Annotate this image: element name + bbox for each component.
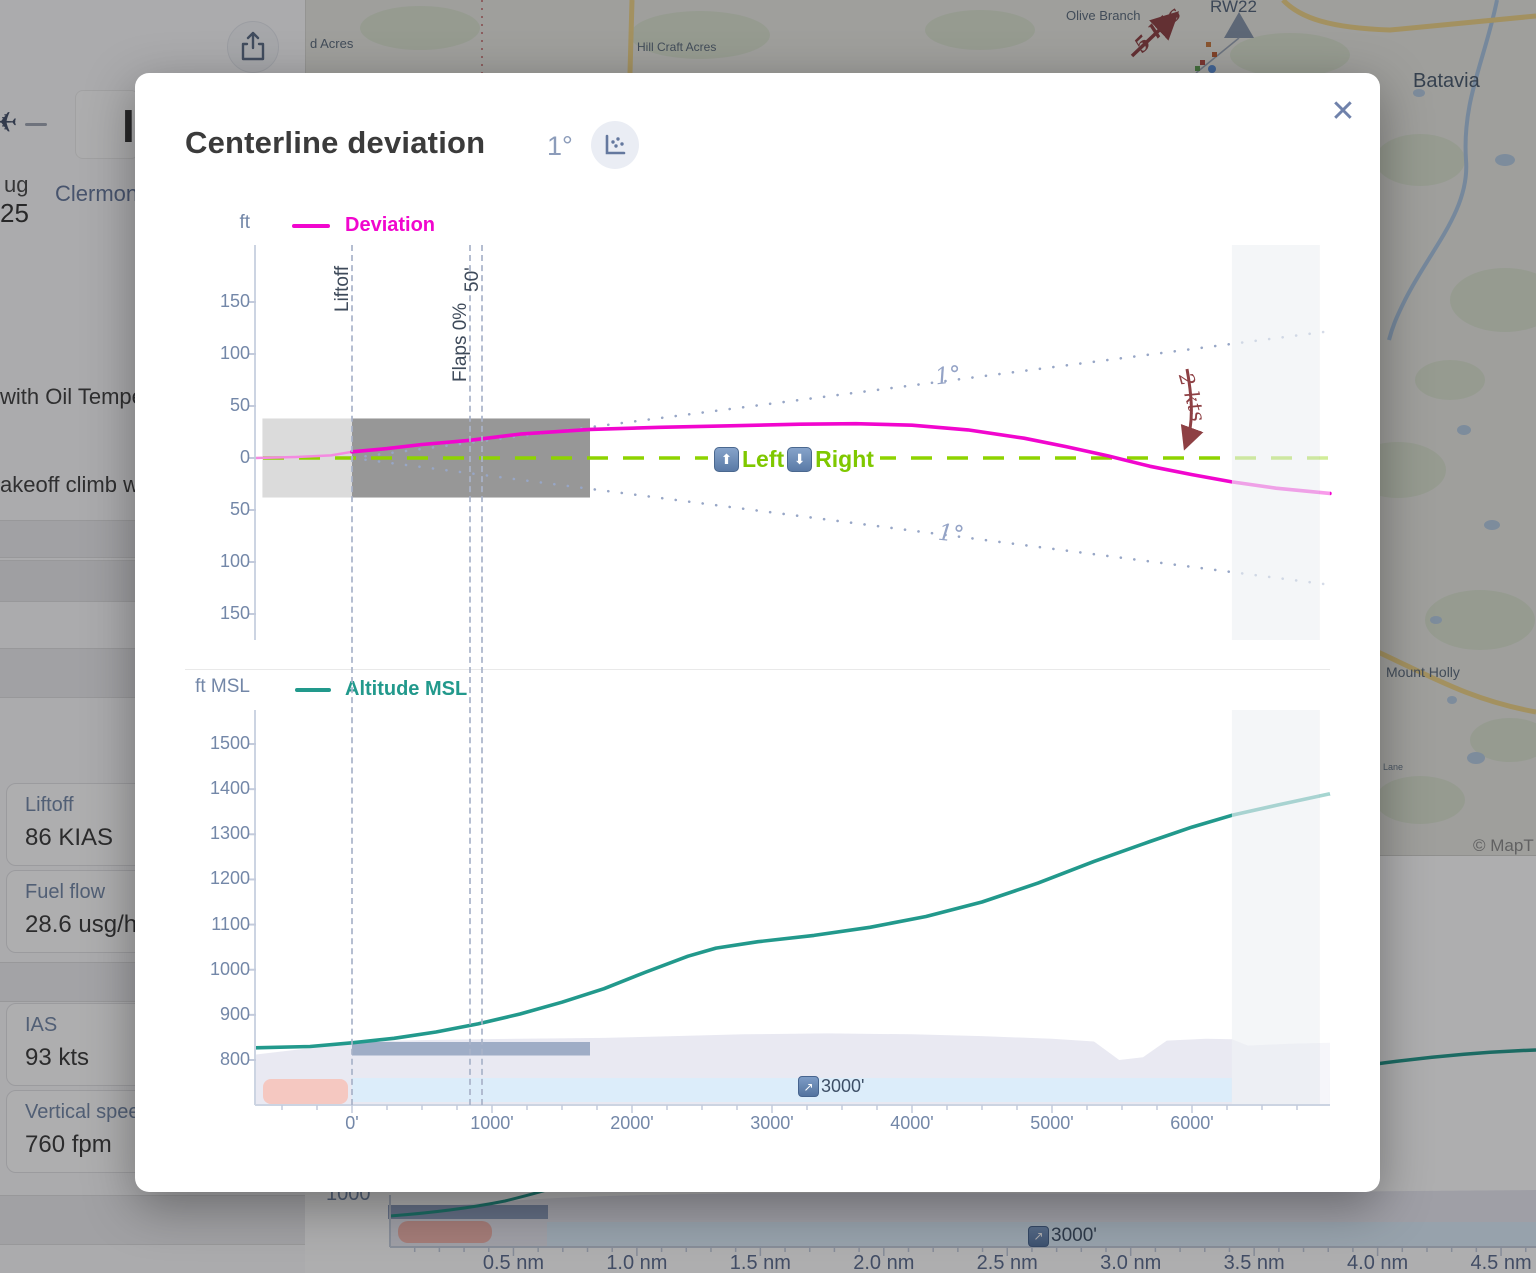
event-marker-line: [351, 245, 353, 1105]
map-label: RW22: [1210, 0, 1257, 16]
strip-x-tick-label: 4.5 nm: [1470, 1252, 1532, 1273]
registration-partial: I: [122, 100, 135, 152]
top-y-tick-label: 50: [229, 499, 250, 519]
event-marker-line: [481, 245, 484, 1105]
metric-value: 28.6 usg/h: [25, 911, 138, 938]
target-altitude-badge: ↗ 3000': [798, 1076, 864, 1097]
strip-x-tick-label: 2.0 nm: [853, 1252, 915, 1273]
cone-angle-annotation-lower: 1°: [936, 519, 966, 549]
strip-x-tick-label: 2.5 nm: [976, 1252, 1038, 1273]
event-marker-line: [469, 245, 472, 1105]
close-icon: ✕: [1330, 94, 1356, 128]
metric-label: IAS: [25, 1014, 58, 1036]
metric-label: Liftoff: [25, 794, 74, 816]
top-axis-unit: ft: [239, 212, 250, 233]
x-tick-label: 0': [345, 1113, 359, 1133]
dash-separator: [25, 123, 47, 126]
strip-x-tick-label: 3.0 nm: [1100, 1252, 1162, 1273]
metric-label: Vertical speed: [25, 1101, 151, 1123]
x-tick-label: 2000': [610, 1113, 654, 1133]
x-tick-label: 6000': [1170, 1113, 1214, 1133]
close-button[interactable]: ✕: [1321, 89, 1365, 133]
scatter-view-button[interactable]: [591, 121, 639, 169]
bottom-y-tick-label: 900: [219, 1003, 250, 1024]
map-label: © MapT: [1473, 836, 1534, 855]
map-label: d Acres: [310, 36, 354, 51]
deviation-legend-swatch: [292, 224, 330, 228]
map-label: Olive Branch: [1066, 8, 1141, 23]
share-button[interactable]: [227, 21, 279, 73]
altitude-legend-label: Altitude MSL: [345, 678, 468, 700]
left-label: Left: [742, 445, 785, 472]
metric-value: 93 kts: [25, 1044, 90, 1071]
bottom-y-tick-label: 1400: [209, 778, 250, 799]
share-icon: [241, 31, 265, 61]
note-oil-temperature: with Oil Tempe: [0, 384, 144, 409]
x-tick-label: 4000': [890, 1113, 934, 1133]
event-marker-label: 50': [462, 267, 484, 292]
airport-link[interactable]: Clermon: [55, 181, 139, 206]
metric-value: 86 KIAS: [25, 824, 114, 851]
event-marker-label: Flaps 0%: [450, 302, 472, 382]
climb-arrow-icon: ↗: [1028, 1225, 1049, 1247]
climb-arrow-icon: ↗: [798, 1076, 819, 1097]
event-marker-label: Liftoff: [332, 265, 353, 312]
bottom-y-tick-label: 1300: [209, 823, 250, 844]
centerline-direction-legend: ⬆ Left ⬇ Right: [708, 444, 880, 474]
charts-canvas[interactable]: [135, 73, 1380, 1192]
top-y-tick-label: 150: [219, 291, 250, 311]
bottom-axis-unit: ft MSL: [195, 676, 250, 697]
bottom-y-tick-label: 1500: [209, 733, 250, 754]
aircraft-registration-box: I: [75, 90, 139, 159]
x-tick-label: 3000': [750, 1113, 794, 1133]
strip-x-tick-label: 0.5 nm: [482, 1252, 545, 1273]
top-y-tick-label: 150: [219, 603, 250, 623]
map-label: Hill Craft Acres: [637, 40, 717, 54]
altitude-legend-swatch: [295, 688, 331, 692]
strip-x-tick-label: 1.5 nm: [729, 1252, 791, 1273]
cone-angle-annotation-upper: 1°: [933, 361, 963, 391]
chart-divider: [185, 669, 1330, 670]
left-arrow-badge: ⬆: [714, 446, 739, 472]
top-y-tick-label: 100: [219, 343, 250, 363]
top-y-tick-label: 100: [219, 551, 250, 571]
strip-x-tick-label: 3.5 nm: [1223, 1252, 1285, 1273]
map-label: Lane: [1383, 762, 1404, 772]
collapsed-row: [0, 1195, 305, 1245]
metric-value: 760 fpm: [25, 1131, 112, 1158]
centerline-deviation-dialog: Centerline deviation 1° ✕ ft Deviation f…: [135, 73, 1380, 1192]
strip-x-tick-label: 1.0 nm: [606, 1252, 668, 1273]
top-y-tick-label: 50: [229, 395, 250, 415]
right-arrow-badge: ⬇: [787, 446, 813, 472]
up-arrow-icon: ⬆: [720, 450, 733, 467]
deviation-legend-label: Deviation: [345, 214, 436, 236]
date-partial-1: ug: [4, 172, 29, 197]
bottom-y-tick-label: 800: [219, 1049, 250, 1069]
bottom-y-tick-label: 1200: [209, 868, 250, 889]
right-label: Right: [815, 445, 874, 472]
bottom-y-tick-label: 1000: [209, 958, 250, 979]
date-partial-2: 25: [0, 198, 29, 228]
x-tick-label: 5000': [1030, 1113, 1074, 1133]
map-label: Batavia: [1413, 70, 1480, 92]
bottom-y-tick-label: 1100: [211, 913, 250, 934]
target-altitude-badge: ↗ 3000': [1028, 1225, 1097, 1247]
cone-angle-value: 1°: [547, 131, 573, 161]
dialog-title: Centerline deviation: [185, 125, 486, 160]
down-arrow-icon: ⬇: [793, 450, 806, 467]
map-label: Mount Holly: [1386, 664, 1460, 680]
metric-label: Fuel flow: [25, 881, 106, 903]
x-tick-label: 1000': [470, 1113, 514, 1133]
note-takeoff-climb: akeoff climb w: [0, 472, 139, 497]
top-y-tick-label: 0: [239, 447, 250, 467]
strip-x-tick-label: 4.0 nm: [1347, 1252, 1409, 1273]
scatter-plot-icon: [605, 134, 626, 155]
